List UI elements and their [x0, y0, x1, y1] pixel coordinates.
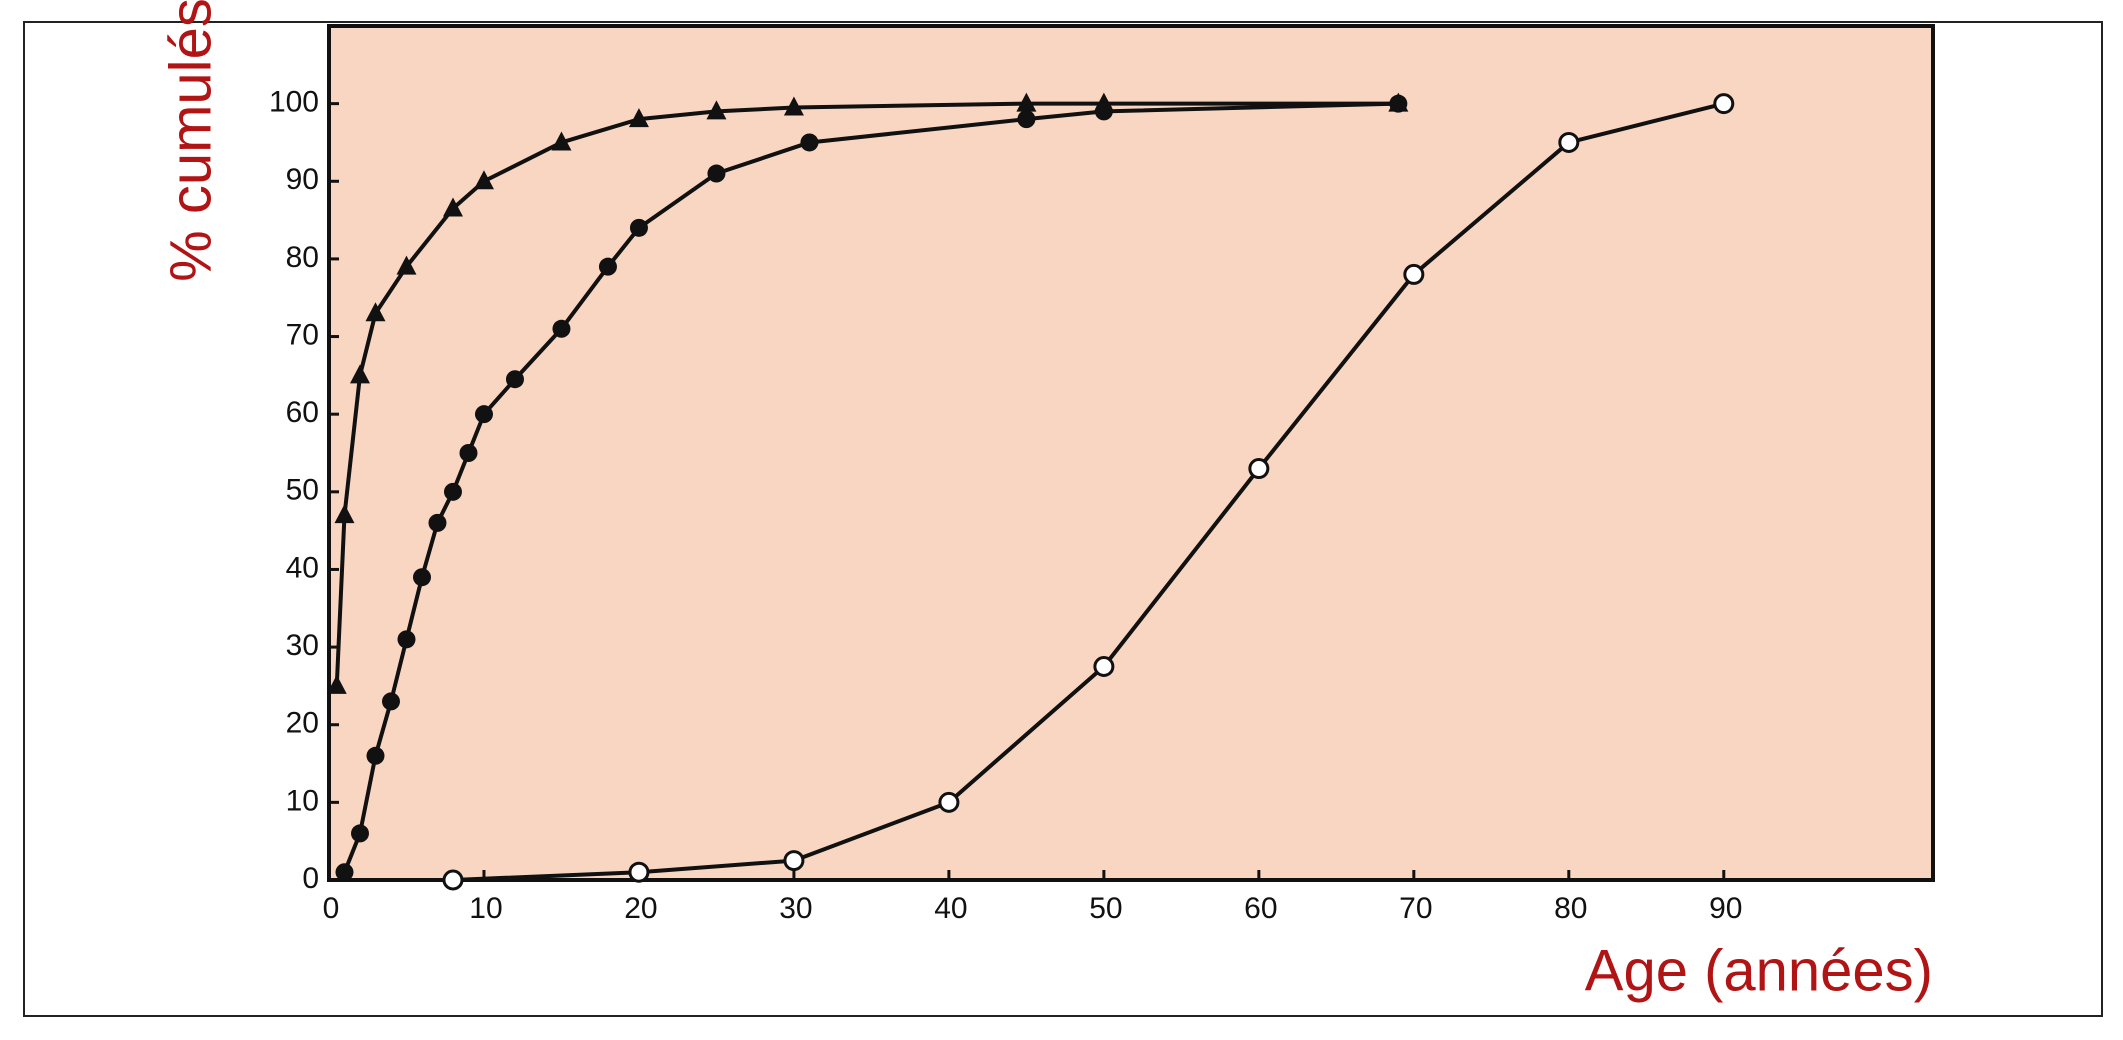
marker-dot — [474, 405, 493, 424]
series-line — [334, 101, 1399, 686]
marker-open-dot — [1248, 458, 1270, 480]
marker-dot — [629, 218, 648, 237]
marker-dot — [1094, 102, 1113, 121]
y-tick-label: 90 — [286, 163, 319, 196]
marker-open-dot — [1713, 93, 1735, 115]
marker-dot — [1389, 94, 1408, 113]
x-tick-label: 20 — [624, 892, 657, 925]
x-axis-label: Age (années) — [1585, 938, 1933, 1003]
y-tick-label: 60 — [286, 396, 319, 429]
marker-open-dot — [1558, 131, 1580, 153]
marker-dot — [443, 482, 462, 501]
y-tick-label: 80 — [286, 241, 319, 274]
x-tick-label: 10 — [469, 892, 502, 925]
marker-dot — [366, 746, 385, 765]
marker-dot — [350, 824, 369, 843]
marker-triangle — [326, 674, 347, 694]
marker-triangle — [551, 131, 572, 151]
x-tick-label: 0 — [323, 892, 340, 925]
marker-dot — [1017, 110, 1036, 129]
y-tick-label: 20 — [286, 707, 319, 740]
marker-dot — [598, 257, 617, 276]
marker-triangle — [442, 197, 463, 217]
marker-open-dot — [628, 861, 650, 883]
marker-triangle — [349, 364, 370, 384]
marker-dot — [459, 444, 478, 462]
marker-dot — [412, 568, 431, 587]
y-tick-label: 10 — [286, 784, 319, 817]
marker-open-dot — [938, 791, 960, 813]
marker-triangle — [1016, 92, 1037, 112]
marker-dot — [381, 692, 400, 711]
plot-area — [327, 24, 1935, 882]
marker-dot — [505, 370, 524, 389]
marker-triangle — [396, 255, 417, 275]
marker-triangle — [783, 96, 804, 116]
marker-open-dot — [1403, 263, 1425, 285]
marker-triangle — [365, 302, 386, 322]
x-tick-label: 40 — [934, 892, 967, 925]
marker-open-dot — [783, 850, 805, 872]
y-tick-label: 100 — [269, 86, 319, 119]
y-tick-label: 50 — [286, 474, 319, 507]
y-axis-label: % cumulés — [158, 0, 223, 282]
x-tick-label: 50 — [1089, 892, 1122, 925]
marker-dot — [552, 319, 571, 338]
x-tick-label: 60 — [1244, 892, 1277, 925]
marker-open-dot — [442, 869, 464, 891]
marker-dot — [707, 164, 726, 183]
x-tick-label: 30 — [779, 892, 812, 925]
marker-open-dot — [1093, 656, 1115, 677]
x-tick-label: 80 — [1554, 892, 1587, 925]
marker-dot — [428, 513, 447, 532]
marker-triangle — [473, 170, 494, 190]
marker-dot — [800, 133, 819, 152]
marker-triangle — [628, 108, 649, 128]
marker-triangle — [334, 504, 355, 524]
marker-dot — [397, 630, 416, 649]
y-tick-label: 30 — [286, 629, 319, 662]
y-tick-label: 70 — [286, 318, 319, 351]
marker-dot — [335, 863, 354, 882]
y-tick-label: 40 — [286, 551, 319, 584]
x-tick-label: 70 — [1399, 892, 1432, 925]
y-tick-label: 0 — [302, 862, 319, 895]
frame — [23, 21, 2103, 1017]
marker-triangle — [706, 100, 727, 120]
x-tick-label: 90 — [1709, 892, 1742, 925]
